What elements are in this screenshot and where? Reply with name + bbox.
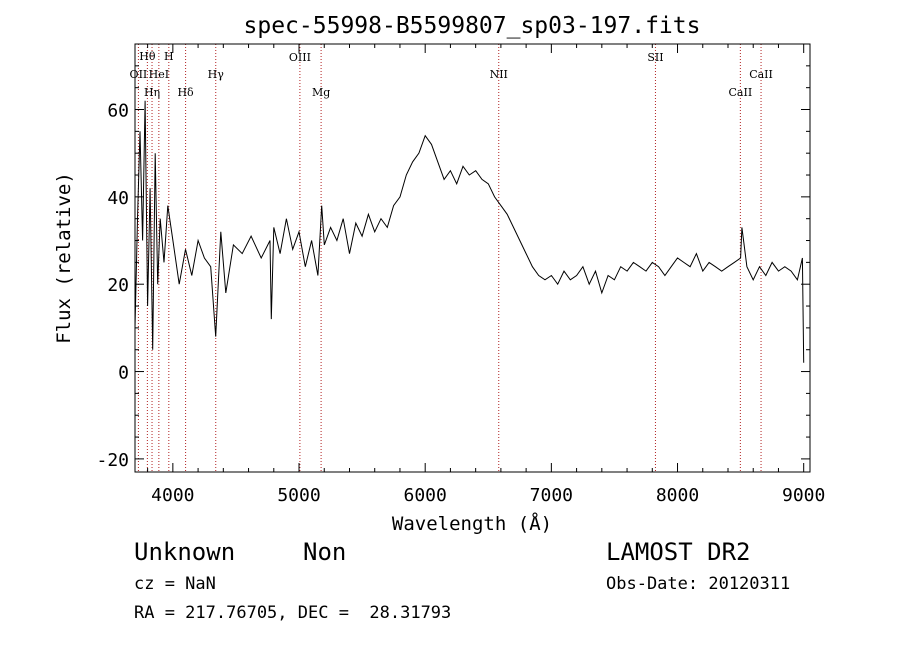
line-label-5: Hδ (177, 86, 194, 99)
observation-date: Obs-Date: 20120311 (606, 574, 791, 594)
line-label-0: OII (130, 68, 148, 81)
x-axis-label: Wavelength (Å) (392, 512, 552, 535)
y-tick-label: 60 (107, 101, 129, 122)
line-label-2: Hη (144, 86, 160, 99)
spectrum-chart: spec-55998-B5599807_sp03-197.fits OII Hθ H… (53, 13, 825, 535)
plot-frame (134, 43, 811, 473)
redshift-cz: cz = NaN (134, 574, 216, 594)
x-tick-label: 4000 (151, 485, 194, 506)
line-label-7: OIII (289, 51, 311, 64)
line-label-6: Hγ (208, 68, 225, 81)
y-axis-ticks: -20 0 20 40 60 (96, 65, 810, 471)
line-label-4: H (164, 50, 174, 63)
x-tick-label: 6000 (404, 485, 447, 506)
y-tick-label: 40 (107, 188, 129, 209)
line-label-9: NII (490, 68, 508, 81)
x-tick-label: 9000 (782, 485, 825, 506)
object-class: Unknown (134, 538, 236, 566)
x-tick-label: 8000 (656, 485, 699, 506)
x-tick-label: 5000 (277, 485, 320, 506)
line-label-8: Mg (312, 86, 330, 99)
sky-coordinates: RA = 217.76705, DEC = 28.31793 (134, 603, 452, 623)
emission-line-labels: OII Hθ Hη HeI H Hδ Hγ OIII Mg NII SII CaII CaII (130, 50, 773, 99)
line-label-3: HeI (149, 68, 169, 81)
line-label-1: Hθ (139, 50, 156, 63)
line-label-10: SII (647, 51, 663, 64)
x-axis-ticks: 4000 5000 6000 7000 8000 9000 (147, 44, 825, 506)
line-label-11: CaII (729, 86, 753, 99)
y-axis-label: Flux (relative) (53, 172, 75, 344)
y-tick-label: 0 (118, 363, 129, 384)
y-tick-label: -20 (96, 450, 129, 471)
survey-name: LAMOST DR2 (606, 538, 751, 566)
line-label-12: CaII (749, 68, 773, 81)
chart-title: spec-55998-B5599807_sp03-197.fits (244, 13, 701, 39)
y-tick-label: 20 (107, 275, 129, 296)
x-tick-label: 7000 (530, 485, 573, 506)
spectrum-line (134, 100, 805, 363)
object-subclass: Non (303, 538, 347, 566)
